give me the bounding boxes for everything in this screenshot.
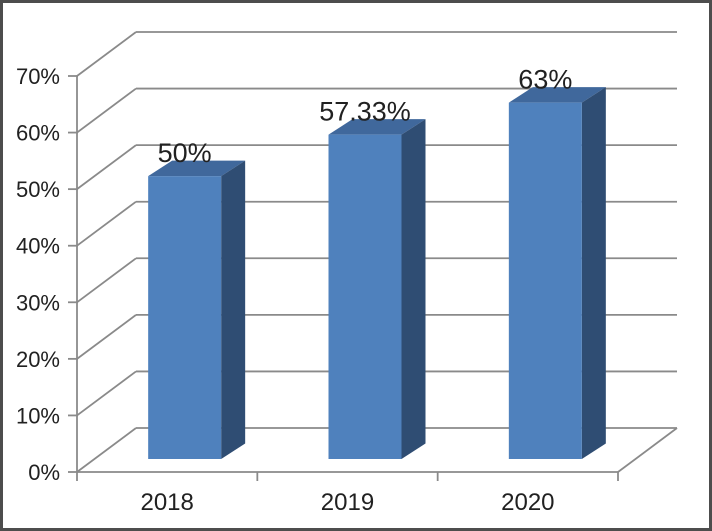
x-category-label: 2019 [321, 489, 374, 516]
bar-front-face [148, 176, 222, 459]
y-tick-label: 40% [16, 234, 60, 259]
bar-front-face [328, 134, 402, 459]
y-tick-label: 30% [16, 290, 60, 315]
data-label: 63% [518, 65, 572, 95]
bars [148, 87, 606, 460]
bar-side-face [401, 119, 426, 460]
y-tick-label: 60% [16, 121, 60, 146]
y-tick-label: 0% [28, 460, 60, 485]
floor-right-edge [617, 427, 678, 473]
gridline-side [76, 427, 137, 473]
x-category-label: 2020 [501, 489, 554, 516]
bar-2020 [508, 87, 606, 459]
gridline-side [76, 87, 137, 134]
y-tick-label: 20% [16, 347, 60, 372]
gridline-side [76, 144, 137, 190]
gridline-side [76, 31, 137, 77]
gridline-side [76, 200, 137, 247]
data-label: 50% [158, 138, 212, 168]
y-tick-label: 50% [16, 177, 60, 202]
y-tick-label: 70% [16, 64, 60, 89]
x-category-label: 2018 [140, 489, 193, 516]
bar-top-face [508, 87, 606, 103]
axes [68, 75, 678, 481]
gridline-side [76, 314, 137, 360]
bar-top-face [148, 160, 246, 177]
bar-top-face [328, 119, 426, 135]
gridline-side [76, 370, 137, 417]
gridline-side [76, 257, 137, 304]
bar-side-face [221, 160, 246, 459]
data-label: 57.33% [319, 97, 411, 127]
bar-2019 [328, 119, 426, 460]
bar-side-face [581, 87, 606, 459]
bar-2018 [148, 160, 246, 459]
bar-front-face [508, 102, 582, 459]
y-tick-label: 10% [16, 403, 60, 428]
